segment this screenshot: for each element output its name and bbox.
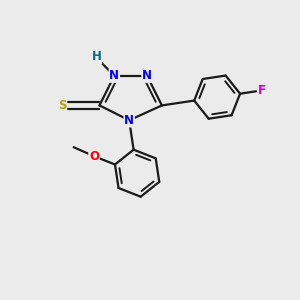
Text: H: H	[92, 50, 101, 64]
Text: O: O	[89, 150, 99, 163]
Text: S: S	[58, 99, 67, 112]
Text: N: N	[124, 114, 134, 127]
Text: F: F	[257, 84, 266, 97]
Text: N: N	[142, 69, 152, 82]
Text: N: N	[109, 69, 119, 82]
